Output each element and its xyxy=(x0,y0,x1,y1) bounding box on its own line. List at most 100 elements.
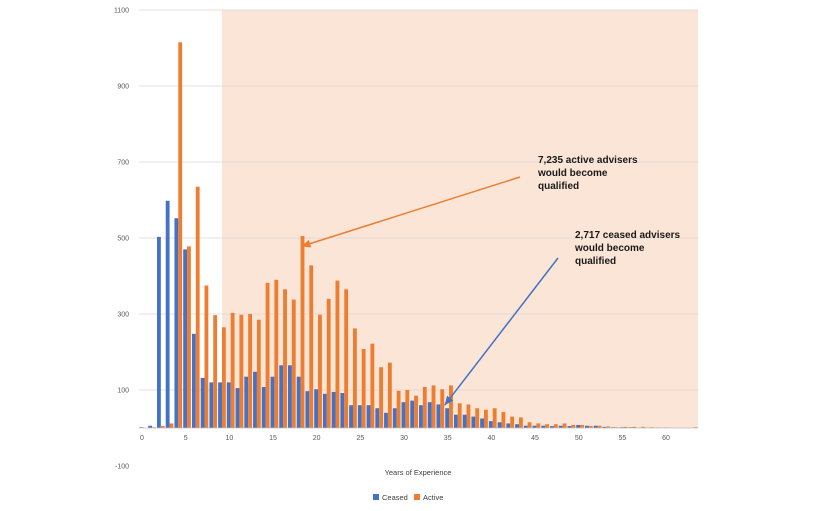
bar-active-6 xyxy=(195,186,200,428)
bar-ceased-36 xyxy=(453,414,458,428)
bar-ceased-23 xyxy=(340,393,345,428)
bar-active-23 xyxy=(344,289,349,428)
bar-active-19 xyxy=(309,265,314,428)
y-tick-label: 300 xyxy=(117,312,129,319)
annotation-line: would become xyxy=(537,168,608,179)
bar-ceased-24 xyxy=(349,405,353,428)
bar-ceased-7 xyxy=(200,377,205,428)
annotation-line: 7,235 active advisers xyxy=(538,155,638,166)
bar-ceased-18 xyxy=(296,376,301,428)
annotations: 7,235 active advisers would become qualifi… xyxy=(301,155,681,406)
y-tick-labels: -100 100 300 500 700 900 1100 xyxy=(114,8,129,471)
legend: Ceased Active xyxy=(373,493,443,502)
bar-active-42 xyxy=(510,416,515,428)
bar-active-24 xyxy=(352,328,357,428)
annotation-line: would become xyxy=(574,243,645,254)
bar-active-45 xyxy=(536,423,541,428)
bar-ceased-38 xyxy=(471,416,476,428)
bar-active-2 xyxy=(160,426,165,428)
bar-active-28 xyxy=(387,362,392,428)
bar-active-46 xyxy=(545,424,549,428)
x-tick-label: 40 xyxy=(487,435,495,442)
bar-ceased-34 xyxy=(436,404,441,428)
bar-active-11 xyxy=(239,314,244,428)
bar-active-39 xyxy=(484,409,488,428)
x-axis-title: Years of Experience xyxy=(385,468,452,477)
bar-ceased-44 xyxy=(523,425,528,428)
x-tick-label: 20 xyxy=(313,435,321,442)
bar-ceased-30 xyxy=(401,402,406,428)
bar-ceased-10 xyxy=(226,382,231,428)
bar-active-37 xyxy=(466,404,471,428)
bar-ceased-49 xyxy=(567,426,572,428)
bar-ceased-47 xyxy=(550,426,554,428)
annotation-text-1: 7,235 active advisers would become qualifi… xyxy=(537,155,638,192)
annotation-line: qualified xyxy=(538,181,579,192)
bar-ceased-1 xyxy=(148,425,153,428)
bar-active-25 xyxy=(361,348,366,428)
bar-active-13 xyxy=(256,319,261,428)
bar-ceased-19 xyxy=(305,391,310,428)
bar-ceased-12 xyxy=(244,376,249,428)
bar-active-7 xyxy=(204,285,209,428)
bar-ceased-35 xyxy=(445,408,450,428)
bar-ceased-15 xyxy=(270,376,275,428)
bar-ceased-51 xyxy=(584,425,589,428)
annotation-arrowhead-2 xyxy=(444,395,454,406)
bar-ceased-41 xyxy=(497,422,502,428)
bar-active-49 xyxy=(571,424,576,428)
y-tick-label: 900 xyxy=(117,84,129,91)
bar-active-29 xyxy=(396,390,401,428)
bar-ceased-39 xyxy=(480,418,485,428)
bar-active-40 xyxy=(492,408,497,428)
bar-ceased-52 xyxy=(593,425,598,428)
bar-ceased-9 xyxy=(218,382,222,428)
bar-active-18 xyxy=(300,236,305,428)
bar-active-14 xyxy=(265,282,270,428)
annotation-line: 2,717 ceased advisers xyxy=(575,230,681,241)
x-tick-label: 5 xyxy=(184,435,188,442)
x-tick-label: 45 xyxy=(531,435,539,442)
y-tick-label: 1100 xyxy=(114,8,129,15)
bar-active-12 xyxy=(248,314,253,428)
bar-ceased-33 xyxy=(427,402,432,428)
bar-active-43 xyxy=(518,417,523,428)
bar-active-48 xyxy=(562,423,567,428)
bar-active-41 xyxy=(501,412,506,428)
bar-ceased-40 xyxy=(488,421,493,428)
bar-active-22 xyxy=(335,280,340,428)
bar-ceased-29 xyxy=(392,408,397,428)
bar-ceased-16 xyxy=(279,365,284,428)
y-tick-label: 100 xyxy=(117,388,129,395)
bar-active-15 xyxy=(274,279,279,428)
bar-ceased-5 xyxy=(183,249,188,428)
bar-active-8 xyxy=(213,315,218,428)
x-tick-label: 35 xyxy=(444,435,452,442)
bar-active-50 xyxy=(580,424,584,428)
annotation-text-2: 2,717 ceased advisers would become qualifi… xyxy=(574,230,681,267)
bar-ceased-11 xyxy=(235,388,240,428)
bars xyxy=(139,42,698,429)
bar-active-33 xyxy=(431,385,436,428)
bar-ceased-8 xyxy=(209,382,214,428)
bar-active-16 xyxy=(283,289,287,428)
bar-active-36 xyxy=(457,403,462,428)
legend-label-active: Active xyxy=(423,493,443,502)
x-tick-label: 55 xyxy=(618,435,626,442)
annotation-arrow-2 xyxy=(444,257,559,406)
bar-ceased-31 xyxy=(410,400,415,428)
bar-active-56 xyxy=(632,426,637,428)
bar-active-31 xyxy=(414,395,418,428)
bar-ceased-43 xyxy=(515,424,519,428)
bar-ceased-22 xyxy=(331,391,336,428)
bar-active-10 xyxy=(230,312,235,428)
bar-active-20 xyxy=(318,314,322,428)
bar-active-55 xyxy=(623,426,628,428)
x-tick-label: 30 xyxy=(400,435,408,442)
annotation-arrowhead-1 xyxy=(301,239,312,248)
x-tick-labels: 0 5 10 15 20 25 30 35 40 45 50 55 60 xyxy=(140,435,670,442)
bar-ceased-42 xyxy=(506,423,511,428)
legend-label-ceased: Ceased xyxy=(382,493,408,502)
y-tick-label: 700 xyxy=(117,160,129,167)
